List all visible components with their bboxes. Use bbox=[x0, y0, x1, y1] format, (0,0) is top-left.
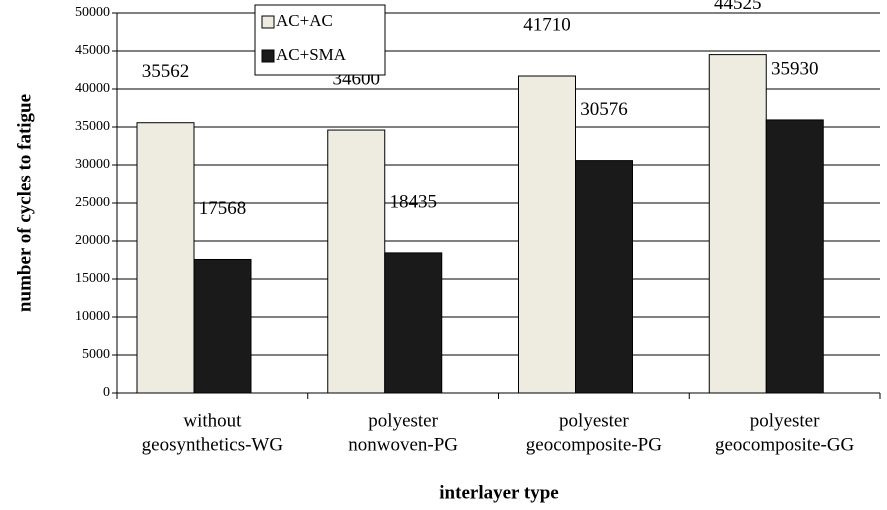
x-tick-label: geocomposite-PG bbox=[526, 434, 662, 455]
bar bbox=[193, 258, 252, 394]
legend-box bbox=[254, 4, 386, 76]
value-label: 44525 bbox=[714, 0, 762, 14]
x-tick-label: geocomposite-GG bbox=[715, 434, 855, 455]
x-tick-label: without bbox=[183, 410, 242, 431]
bar bbox=[575, 160, 633, 394]
bar bbox=[518, 75, 576, 394]
y-tick-label: 45000 bbox=[75, 43, 110, 58]
bar bbox=[708, 54, 767, 394]
value-label: 30576 bbox=[580, 99, 628, 120]
y-tick-label: 25000 bbox=[75, 195, 110, 210]
bar bbox=[384, 252, 443, 394]
y-tick-label: 10000 bbox=[75, 309, 110, 324]
x-tick-label: polyester bbox=[559, 410, 629, 431]
legend-label: AC+AC bbox=[276, 11, 333, 30]
y-tick-label: 35000 bbox=[75, 119, 110, 134]
x-tick-label: geosynthetics-WG bbox=[142, 434, 284, 455]
y-tick-label: 15000 bbox=[75, 271, 110, 286]
y-axis-title: number of cycles to fatigue bbox=[14, 94, 35, 312]
y-tick-label: 5000 bbox=[82, 347, 110, 362]
x-axis-title: interlayer type bbox=[439, 482, 558, 503]
bar bbox=[136, 122, 195, 394]
x-tick-label: polyester bbox=[750, 410, 820, 431]
bar bbox=[327, 129, 386, 394]
y-tick-label: 40000 bbox=[75, 81, 110, 96]
value-label: 18435 bbox=[390, 191, 438, 212]
x-tick-label: polyester bbox=[368, 410, 438, 431]
legend-swatch bbox=[261, 49, 275, 63]
x-tick-label: nonwoven-PG bbox=[348, 434, 458, 455]
y-tick-label: 50000 bbox=[75, 5, 110, 20]
y-tick-label: 20000 bbox=[75, 233, 110, 248]
value-label: 17568 bbox=[199, 198, 247, 219]
y-tick-label: 0 bbox=[103, 385, 110, 400]
legend-swatch bbox=[261, 15, 275, 29]
value-label: 41710 bbox=[523, 14, 571, 35]
bar bbox=[765, 119, 824, 394]
legend-label: AC+SMA bbox=[276, 45, 347, 64]
value-label: 35930 bbox=[771, 58, 819, 79]
value-label: 35562 bbox=[142, 61, 190, 82]
y-tick-label: 30000 bbox=[75, 157, 110, 172]
